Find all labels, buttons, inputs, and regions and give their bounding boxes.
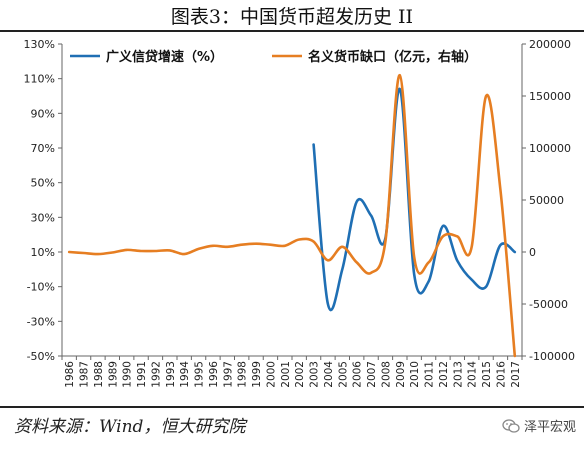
right-tick-label: 50000 — [529, 194, 564, 207]
watermark: 泽平宏观 — [502, 416, 576, 435]
legend-label-1: 广义信贷增速（%） — [106, 49, 223, 65]
legend-label-2: 名义货币缺口（亿元，右轴） — [308, 49, 477, 65]
left-tick-label: 50% — [31, 177, 55, 190]
left-tick-label: 110% — [24, 73, 55, 86]
x-tick-label: 2003 — [309, 361, 321, 388]
x-tick-label: 1988 — [93, 361, 105, 388]
right-tick-label: 150000 — [529, 90, 571, 103]
x-tick-label: 2000 — [265, 361, 277, 388]
source-note: 资料来源：Wind，恒大研究院 — [14, 417, 246, 437]
x-tick-label: 2010 — [409, 361, 421, 388]
x-tick-label: 2005 — [337, 361, 349, 388]
x-tick-label: 1992 — [150, 361, 162, 388]
figure-title: 图表3：中国货币超发历史 II — [170, 6, 414, 28]
left-tick-label: 10% — [31, 246, 55, 259]
x-tick-label: 1997 — [222, 361, 234, 388]
right-tick-label: 200000 — [529, 38, 571, 51]
x-tick-label: 2006 — [352, 361, 364, 388]
x-tick-label: 1994 — [179, 361, 191, 388]
right-tick-label: 0 — [529, 246, 536, 259]
x-tick-label: 2014 — [467, 361, 479, 388]
right-tick-label: 100000 — [529, 142, 571, 155]
x-tick-label: 2015 — [481, 361, 493, 388]
chart: -50% -30% -10% 10% 30% 50% 70% 90% 110% 130% -100… — [24, 38, 575, 388]
x-tick-label: 1996 — [208, 361, 220, 388]
x-tick-label: 2004 — [323, 361, 335, 388]
title-rule — [0, 30, 584, 32]
x-tick-label: 2002 — [294, 361, 306, 388]
x-tick-label: 2012 — [438, 361, 450, 388]
wechat-icon — [502, 418, 520, 433]
x-tick-label: 1987 — [79, 361, 91, 388]
left-tick-label: 90% — [31, 107, 55, 120]
left-tick-label: 30% — [31, 211, 55, 224]
x-tick-label: 1995 — [194, 361, 206, 388]
left-tick-label: 70% — [31, 142, 55, 155]
x-tick-label: 1990 — [122, 361, 134, 388]
watermark-text: 泽平宏观 — [523, 420, 576, 435]
series-line-1 — [312, 87, 517, 312]
x-tick-label: 2009 — [395, 361, 407, 388]
x-tick-label: 1993 — [165, 361, 177, 388]
x-tick-label: 2011 — [424, 361, 436, 388]
left-tick-label: 130% — [24, 38, 55, 51]
x-tick-label: 1991 — [136, 361, 148, 388]
right-tick-label: -50000 — [529, 298, 568, 311]
left-tick-label: -30% — [27, 315, 55, 328]
series-line-2 — [67, 73, 517, 358]
x-tick-label: 1998 — [237, 361, 249, 388]
left-tick-label: -10% — [27, 281, 55, 294]
left-tick-label: -50% — [27, 350, 55, 363]
x-tick-label: 2016 — [495, 361, 507, 388]
x-tick-label: 1999 — [251, 361, 263, 388]
x-tick-label: 2007 — [366, 361, 378, 388]
x-tick-label: 1986 — [64, 361, 76, 388]
x-tick-label: 2008 — [380, 361, 392, 388]
x-tick-label: 1989 — [107, 361, 119, 388]
x-tick-label: 2017 — [510, 361, 522, 388]
x-tick-label: 2013 — [452, 361, 464, 388]
right-tick-label: -100000 — [529, 350, 575, 363]
bottom-rule — [0, 406, 584, 408]
x-tick-label: 2001 — [280, 361, 292, 388]
